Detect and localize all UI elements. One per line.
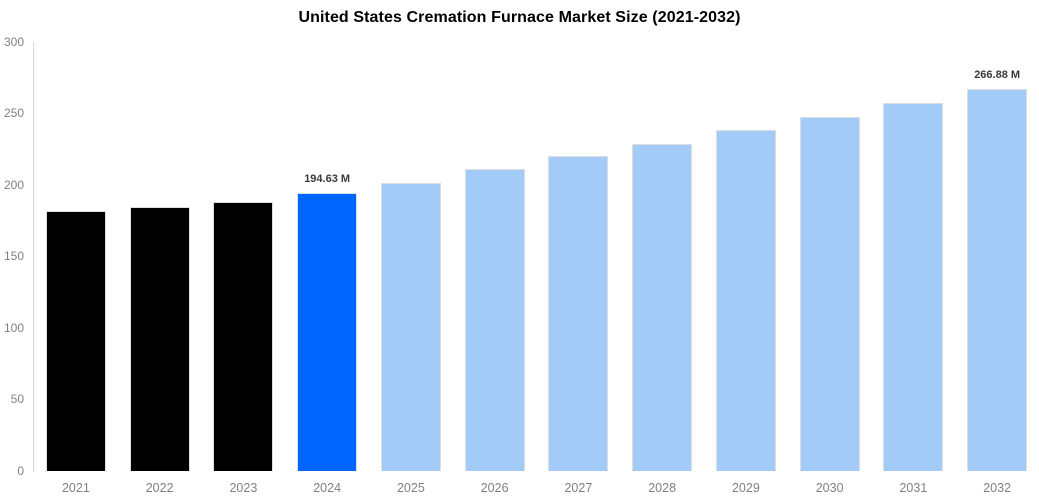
x-label-2032: 2032 — [983, 481, 1012, 495]
y-tick-200: 200 — [3, 177, 24, 192]
bar-2023 — [213, 202, 274, 471]
bar-group-2026 — [453, 42, 537, 471]
bar-2032 — [967, 89, 1028, 471]
bar-group-2021 — [34, 42, 118, 471]
x-axis-labels: 2021 2022 2023 2024 2025 2026 2027 2028 2029 2030… — [34, 481, 1039, 495]
bar-group-2025 — [369, 42, 453, 471]
bar-2024 — [297, 192, 358, 471]
y-tick-150: 150 — [3, 249, 24, 263]
y-axis-ticks: 0 50 100 150 200 250 300 — [0, 35, 24, 478]
bar-group-2030 — [788, 42, 872, 471]
x-label-2027: 2027 — [564, 481, 593, 495]
bar-2022 — [129, 207, 190, 471]
y-tick-0: 0 — [17, 463, 24, 478]
chart-title: United States Cremation Furnace Market S… — [298, 9, 741, 26]
bar-2028 — [632, 143, 693, 471]
value-label-2032: 266.88 M — [974, 69, 1021, 82]
x-label-2028: 2028 — [648, 481, 677, 495]
bar-2029 — [715, 129, 776, 471]
x-label-2025: 2025 — [396, 481, 425, 495]
bar-group-2032: 266.88 M — [955, 42, 1039, 471]
bar-2030 — [799, 117, 860, 471]
x-label-2023: 2023 — [229, 481, 258, 495]
x-label-2030: 2030 — [815, 481, 844, 495]
value-label-2024: 194.63 M — [304, 172, 351, 185]
bar-2021 — [45, 210, 106, 471]
x-label-2024: 2024 — [313, 481, 342, 495]
bar-2031 — [883, 102, 944, 471]
x-label-2022: 2022 — [145, 481, 174, 495]
bar-group-2031 — [872, 42, 956, 471]
bar-2027 — [548, 156, 609, 471]
y-tick-250: 250 — [3, 106, 24, 120]
bar-group-2029 — [704, 42, 788, 471]
y-tick-50: 50 — [10, 392, 24, 406]
x-label-2026: 2026 — [480, 481, 509, 495]
bar-2025 — [380, 182, 441, 471]
y-axis-line — [33, 42, 34, 472]
y-tick-100: 100 — [3, 320, 24, 335]
y-tick-300: 300 — [3, 34, 24, 49]
x-label-2031: 2031 — [899, 481, 928, 495]
x-label-2029: 2029 — [731, 481, 760, 495]
bar-group-2024: 194.63 M — [285, 42, 369, 471]
bars-container: 194.63 M 266.88 M — [34, 42, 1039, 471]
x-label-2021: 2021 — [61, 481, 90, 495]
bar-group-2022 — [118, 42, 202, 471]
bar-group-2028 — [620, 42, 704, 471]
bar-2026 — [464, 169, 525, 471]
bar-group-2023 — [202, 42, 286, 471]
bar-group-2027 — [537, 42, 621, 471]
